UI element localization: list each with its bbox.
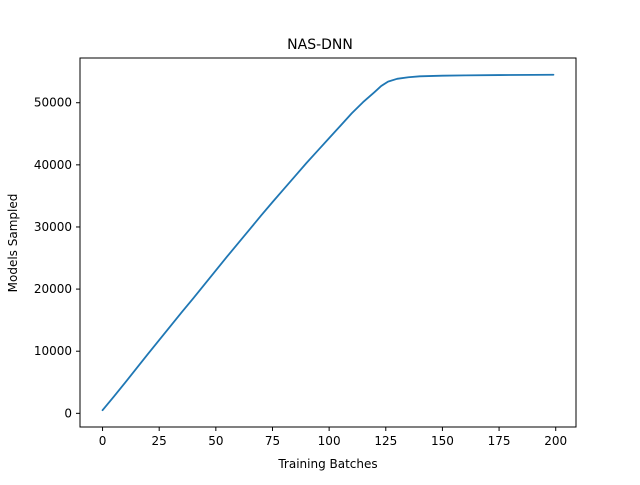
- x-tick-label: 175: [488, 434, 511, 448]
- series-line: [101, 73, 555, 412]
- y-axis-ticks: 0 10000 20000 30000 40000 50000: [34, 96, 80, 420]
- chart-title: NAS-DNN: [287, 37, 353, 53]
- x-tick-label: 0: [99, 434, 107, 448]
- y-tick-label: 0: [64, 406, 72, 420]
- x-tick-label: 150: [431, 434, 454, 448]
- y-tick-label: 40000: [34, 158, 72, 172]
- y-axis-label: Models Sampled: [6, 194, 20, 293]
- y-tick-label: 50000: [34, 96, 72, 110]
- y-tick-label: 10000: [34, 344, 72, 358]
- x-tick-label: 50: [208, 434, 223, 448]
- x-tick-label: 75: [265, 434, 280, 448]
- x-tick-label: 200: [544, 434, 567, 448]
- x-axis-ticks: 0 25 50 75 100 125 150 175 200: [99, 427, 567, 448]
- y-tick-label: 30000: [34, 220, 72, 234]
- x-axis-label: Training Batches: [277, 457, 377, 471]
- series-layer: [101, 73, 555, 412]
- axes-frame: [79, 57, 577, 428]
- y-tick-label: 20000: [34, 282, 72, 296]
- x-tick-label: 25: [152, 434, 167, 448]
- x-tick-label: 100: [318, 434, 341, 448]
- x-tick-label: 125: [374, 434, 397, 448]
